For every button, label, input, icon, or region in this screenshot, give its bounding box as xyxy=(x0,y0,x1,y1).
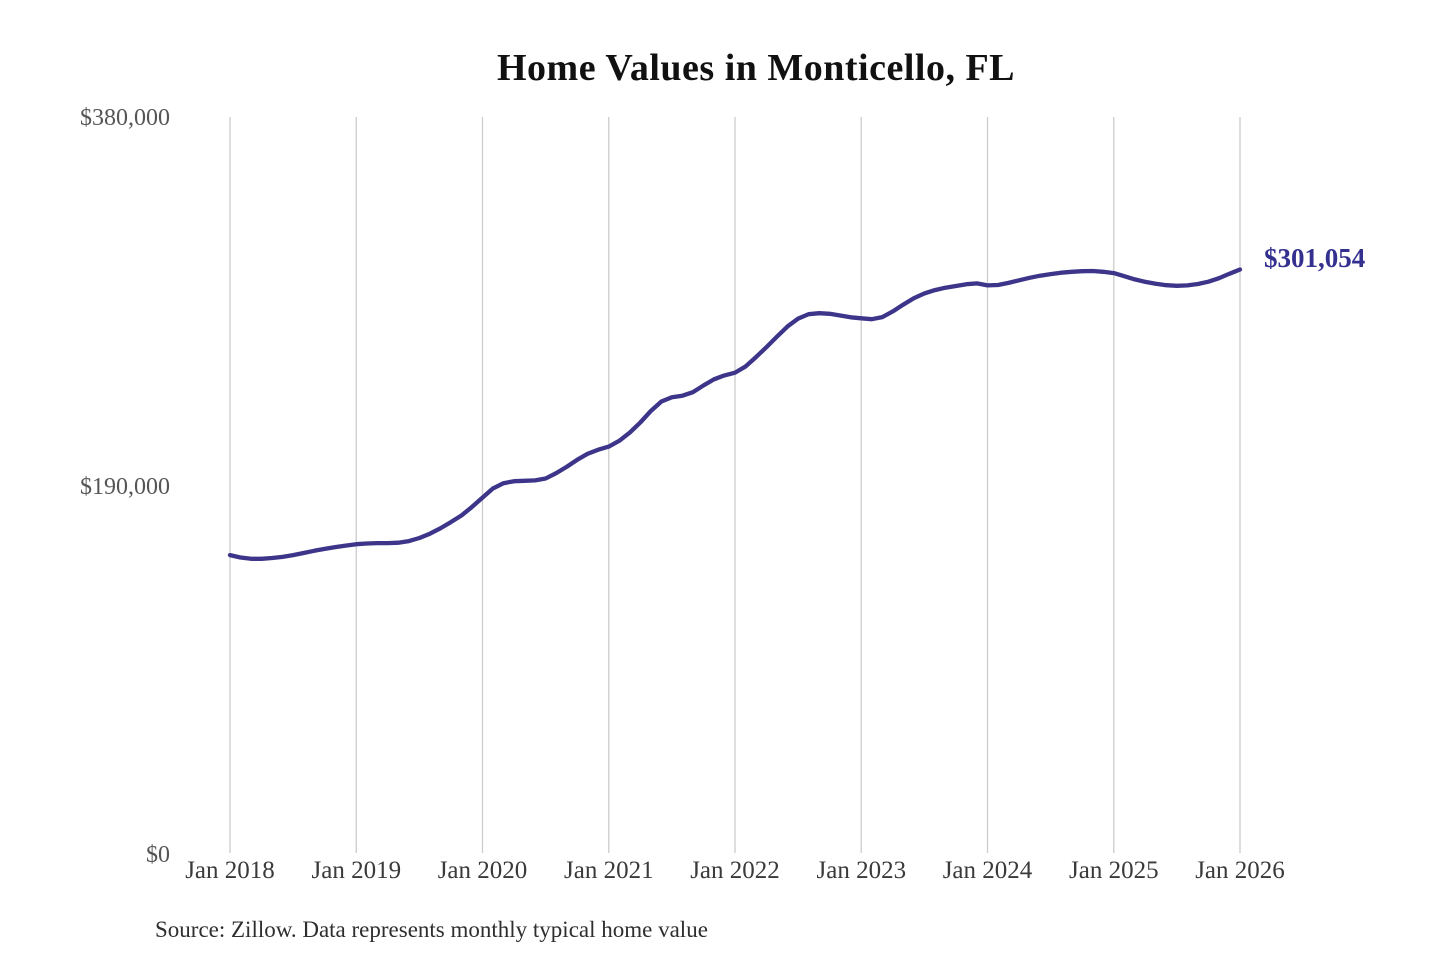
y-axis-tick-label: $190,000 xyxy=(80,474,170,500)
x-axis-tick-label: Jan 2021 xyxy=(564,857,654,884)
latest-value-label: $301,054 xyxy=(1264,243,1366,273)
x-axis-tick-label: Jan 2020 xyxy=(437,857,528,884)
y-axis-tick-label: $380,000 xyxy=(80,105,170,131)
y-axis-tick-label: $0 xyxy=(146,842,170,868)
x-axis-tick-label: Jan 2018 xyxy=(185,857,275,884)
x-axis-tick-label: Jan 2026 xyxy=(1195,857,1285,884)
x-axis-tick-label: Jan 2025 xyxy=(1069,857,1159,884)
x-axis-tick-label: Jan 2024 xyxy=(942,857,1033,884)
x-axis-tick-label: Jan 2019 xyxy=(311,857,402,884)
chart-title: Home Values in Monticello, FL xyxy=(497,47,1015,89)
x-axis-tick-label: Jan 2022 xyxy=(690,857,780,884)
x-axis-tick-label: Jan 2023 xyxy=(816,857,907,884)
home-values-line xyxy=(227,267,1243,561)
source-note: Source: Zillow. Data represents monthly … xyxy=(155,917,708,942)
